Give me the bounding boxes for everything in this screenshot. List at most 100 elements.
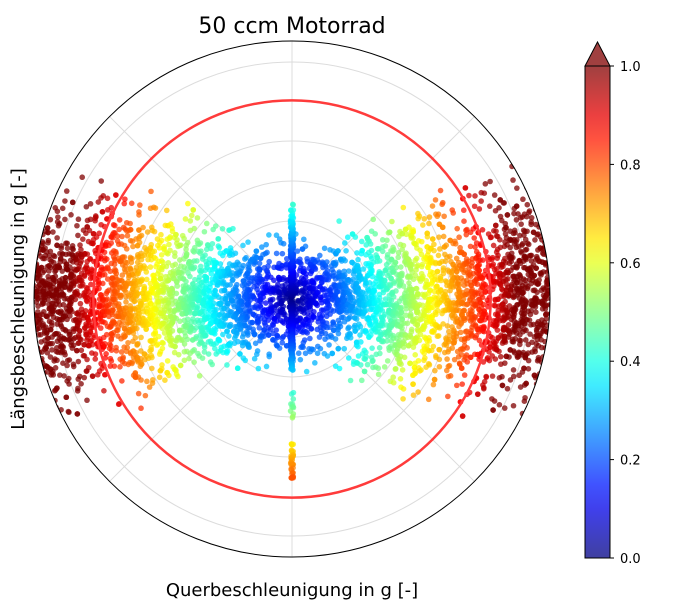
scatter-point xyxy=(345,355,352,361)
scatter-point xyxy=(71,317,77,324)
scatter-point xyxy=(390,244,396,251)
scatter-point xyxy=(75,358,82,365)
scatter-point xyxy=(89,350,95,356)
scatter-point xyxy=(513,203,520,209)
scatter-point xyxy=(134,242,141,249)
scatter-point xyxy=(252,340,259,347)
scatter-point xyxy=(138,334,144,341)
scatter-point xyxy=(436,363,443,370)
scatter-point xyxy=(321,245,328,252)
scatter-point xyxy=(74,388,81,394)
scatter-point xyxy=(251,355,258,362)
scatter-point xyxy=(127,237,134,244)
scatter-point xyxy=(483,284,490,290)
scatter-point xyxy=(266,353,273,360)
scatter-point xyxy=(130,338,136,345)
scatter-point xyxy=(245,239,251,245)
scatter-point xyxy=(255,365,262,372)
scatter-point xyxy=(89,373,96,379)
scatter-point xyxy=(370,216,377,223)
scatter-point xyxy=(95,301,102,308)
scatter-point xyxy=(436,356,443,363)
scatter-point xyxy=(393,288,399,294)
scatter-point xyxy=(456,234,462,241)
scatter-point xyxy=(353,316,360,322)
scatter-point xyxy=(162,377,168,383)
scatter-point xyxy=(510,373,517,380)
scatter-point xyxy=(275,281,281,288)
scatter-point xyxy=(400,396,406,402)
scatter-point xyxy=(119,378,125,384)
scatter-point xyxy=(410,227,416,233)
scatter-point xyxy=(492,356,499,362)
scatter-point xyxy=(113,192,119,198)
scatter-point xyxy=(491,192,498,198)
scatter-point xyxy=(398,304,404,311)
scatter-point xyxy=(384,358,391,364)
scatter-point xyxy=(85,238,92,245)
scatter-point xyxy=(414,322,421,328)
scatter-point xyxy=(446,253,453,260)
scatter-point xyxy=(502,298,508,305)
scatter-point xyxy=(92,247,98,254)
scatter-point xyxy=(54,338,61,345)
scatter-point xyxy=(103,290,110,297)
scatter-point xyxy=(81,341,87,348)
scatter-point xyxy=(289,201,296,208)
scatter-point xyxy=(254,320,261,326)
scatter-point xyxy=(464,345,470,351)
scatter-point xyxy=(245,343,252,350)
scatter-point xyxy=(341,345,348,352)
scatter-point xyxy=(176,327,183,334)
scatter-point xyxy=(87,275,94,282)
scatter-point xyxy=(117,363,123,370)
scatter-point xyxy=(358,238,365,245)
scatter-point xyxy=(446,362,453,369)
scatter-point xyxy=(187,218,194,224)
scatter-point xyxy=(171,249,178,256)
scatter-point xyxy=(518,221,524,227)
scatter-point xyxy=(196,353,203,359)
scatter-point xyxy=(425,396,432,403)
scatter-point xyxy=(175,373,181,380)
scatter-point xyxy=(145,256,151,263)
scatter-point xyxy=(148,241,155,248)
scatter-point xyxy=(335,345,342,352)
scatter-point xyxy=(107,363,114,369)
scatter-point xyxy=(440,233,447,240)
scatter-point xyxy=(478,198,484,204)
scatter-point xyxy=(304,255,310,262)
scatter-point xyxy=(517,337,524,344)
scatter-point xyxy=(461,251,467,258)
scatter-point xyxy=(265,332,272,338)
scatter-point xyxy=(68,342,74,348)
scatter-point xyxy=(426,362,433,368)
scatter-point xyxy=(370,357,376,364)
scatter-point xyxy=(525,366,532,372)
scatter-point xyxy=(215,236,222,242)
scatter-point xyxy=(107,355,114,362)
scatter-point xyxy=(183,242,190,249)
scatter-point xyxy=(191,359,197,365)
scatter-point xyxy=(64,357,71,364)
scatter-point xyxy=(449,345,456,351)
scatter-point xyxy=(526,317,533,323)
scatter-point xyxy=(171,349,178,356)
scatter-point xyxy=(344,234,351,241)
scatter-point xyxy=(416,337,423,344)
scatter-point xyxy=(453,333,460,340)
scatter-point xyxy=(83,331,89,338)
scatter-point xyxy=(137,202,143,208)
scatter-point xyxy=(80,227,87,234)
scatter-point xyxy=(390,293,397,300)
scatter-point xyxy=(171,366,178,373)
scatter-point xyxy=(504,385,511,392)
scatter-point xyxy=(54,235,60,241)
scatter-point xyxy=(489,373,496,379)
scatter-point xyxy=(92,356,99,362)
scatter-point xyxy=(300,344,306,351)
scatter-point xyxy=(337,323,344,330)
scatter-point xyxy=(479,257,486,263)
scatter-point xyxy=(343,248,349,254)
scatter-point xyxy=(472,193,478,199)
